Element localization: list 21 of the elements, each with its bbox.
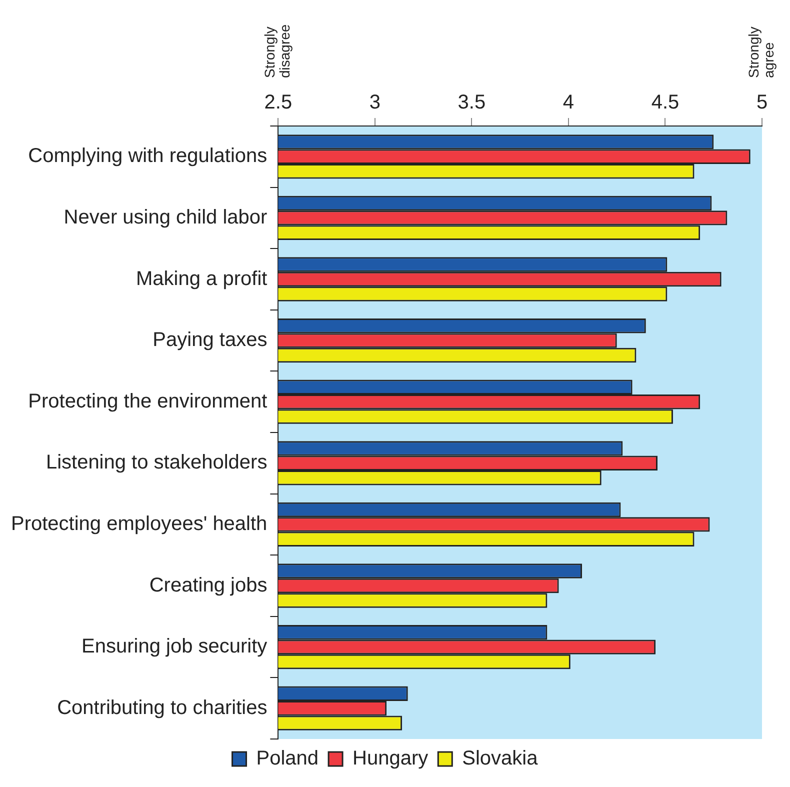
y-tick-label: Never using child labor	[64, 206, 268, 228]
y-tick-label: Listening to stakeholders	[46, 452, 268, 474]
y-tick-label: Complying with regulations	[28, 145, 268, 168]
x-tick-label: 4	[562, 92, 574, 114]
y-tick-label: Protecting employees' health	[10, 512, 268, 535]
legend-label: Hungary	[352, 748, 428, 770]
x-tick-label: 5	[756, 92, 768, 114]
y-tick-label: Making a profit	[136, 268, 268, 290]
y-tick-label: Paying taxes	[152, 329, 268, 352]
x-tick-label: 3.5	[458, 92, 486, 114]
legend-label: Slovakia	[462, 748, 539, 770]
legend-label: Poland	[256, 748, 319, 770]
y-tick-label: Ensuring job security	[82, 636, 268, 658]
text: Strongly agree	[745, 26, 776, 78]
x-tick-label: 3	[369, 92, 381, 114]
y-tick-label: Protecting the environment	[28, 390, 268, 412]
y-tick-label: Creating jobs	[149, 574, 268, 596]
y-tick-label: Contributing to charities	[57, 696, 268, 719]
text: Strongly disagree	[262, 24, 293, 78]
x-tick-label: 2.5	[264, 92, 292, 114]
x-tick-label: 4.5	[651, 92, 680, 114]
